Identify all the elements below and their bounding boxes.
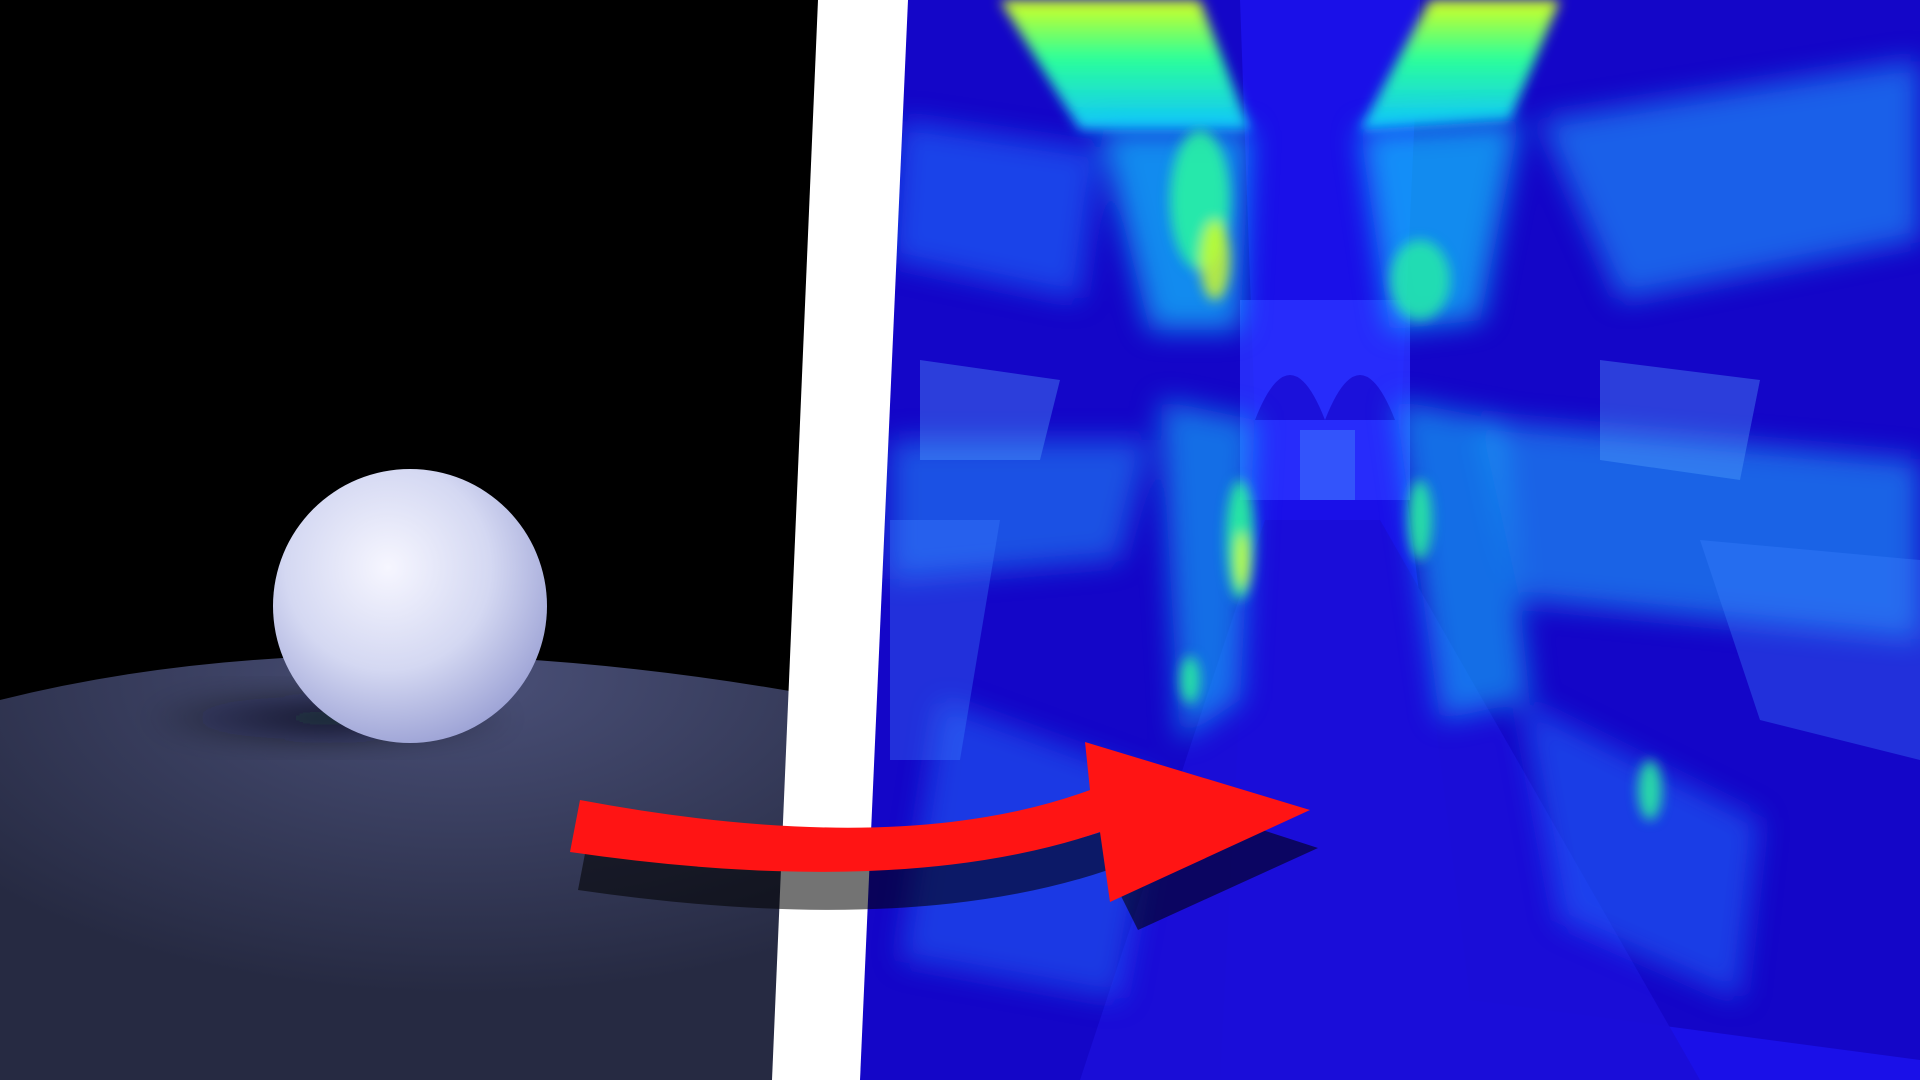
far-arches — [1240, 300, 1410, 500]
ceiling-beam-left — [1000, 0, 1250, 130]
green-hotspots — [1170, 130, 1662, 820]
panel-divider — [772, 0, 908, 1080]
left-panel — [0, 0, 840, 1080]
arrow-body — [570, 742, 1310, 902]
ground-plane — [0, 655, 840, 1080]
ceiling-beam-right — [1360, 0, 1560, 130]
white-sphere — [273, 469, 547, 743]
curved-arrow-right-icon — [570, 742, 1318, 930]
geometry-overlay — [890, 360, 1920, 760]
right-panel — [860, 0, 1920, 1080]
